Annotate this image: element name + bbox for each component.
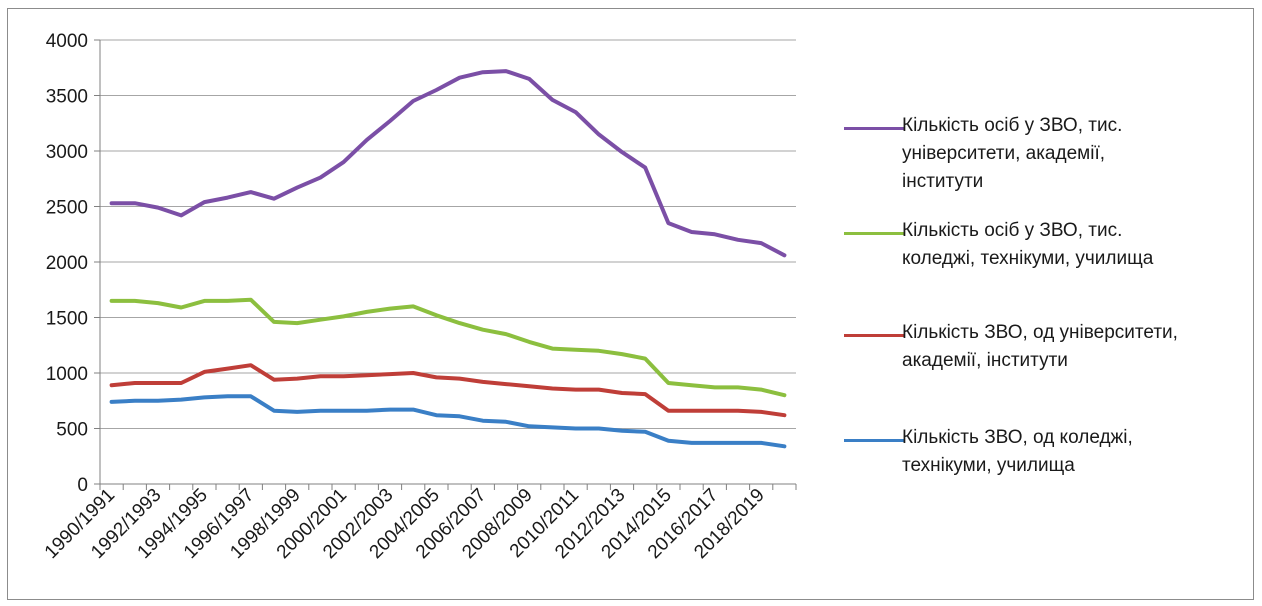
legend-label-3-line-1: Кількість ЗВО, од університети, bbox=[902, 322, 1178, 343]
legend-label-4: Кількість ЗВО, од коледжі, технікуми, уч… bbox=[902, 424, 1252, 480]
series-line-4 bbox=[109, 394, 787, 449]
legend-label-4-line-1: Кількість ЗВО, од коледжі, bbox=[902, 427, 1133, 448]
y-tick-label: 4000 bbox=[46, 31, 88, 52]
legend-label-2-line-2: коледжі, технікуми, училища bbox=[902, 248, 1154, 269]
legend-label-1-line-1: Кількість осіб у ЗВО, тис. bbox=[902, 115, 1123, 136]
y-tick-label: 1500 bbox=[46, 309, 88, 330]
legend-label-2: Кількість осіб у ЗВО, тис. коледжі, техн… bbox=[902, 217, 1252, 273]
y-tick-label: 1000 bbox=[46, 364, 88, 385]
legend-swatch-1 bbox=[844, 127, 904, 130]
legend-label-2-line-1: Кількість осіб у ЗВО, тис. bbox=[902, 220, 1123, 241]
y-tick-label: 2500 bbox=[46, 198, 88, 219]
y-tick-label: 3000 bbox=[46, 142, 88, 163]
legend-label-3: Кількість ЗВО, од університети, академії… bbox=[902, 319, 1252, 375]
y-tick-label: 0 bbox=[77, 475, 88, 496]
legend-label-1: Кількість осіб у ЗВО, тис. університети,… bbox=[902, 112, 1252, 196]
series-lines bbox=[109, 69, 787, 449]
legend-swatch-3 bbox=[844, 334, 904, 337]
x-axis: 1990/19911992/19931994/19951996/19971998… bbox=[41, 483, 797, 563]
legend-swatch-4 bbox=[844, 439, 904, 442]
legend-label-1-line-2: університети, академії, bbox=[902, 143, 1105, 164]
legend-label-3-line-2: академії, інститути bbox=[902, 350, 1068, 371]
legend-label-1-line-3: інститути bbox=[902, 171, 984, 192]
series-line-3 bbox=[109, 363, 787, 418]
y-axis: 0 500 1000 1500 2000 2500 3000 3500 4000 bbox=[46, 31, 101, 496]
series-line-2 bbox=[109, 297, 787, 398]
y-tick-label: 3500 bbox=[46, 87, 88, 108]
gridlines bbox=[100, 39, 796, 429]
y-tick-label: 2000 bbox=[46, 253, 88, 274]
y-tick-label: 500 bbox=[56, 420, 88, 441]
chart-frame bbox=[7, 8, 1254, 600]
series-line-1 bbox=[109, 69, 787, 258]
legend-label-4-line-2: технікуми, училища bbox=[902, 455, 1075, 476]
legend-swatch-2 bbox=[844, 232, 904, 235]
